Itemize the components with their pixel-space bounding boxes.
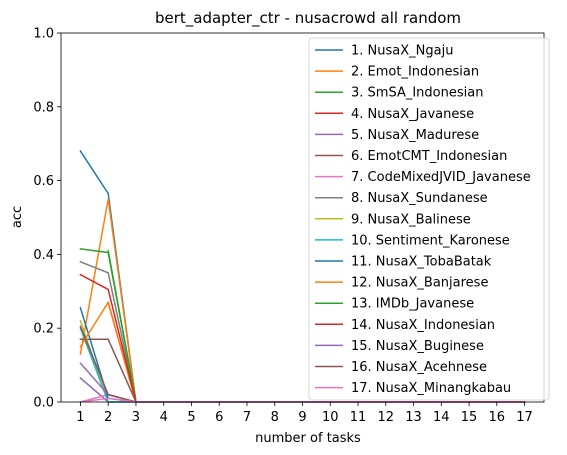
x-tick-label: 6	[215, 410, 223, 425]
legend-label: 5. NusaX_Madurese	[351, 128, 479, 143]
legend-label: 11. NusaX_TobaBatak	[351, 255, 492, 270]
chart-title: bert_adapter_ctr - nusacrowd all random	[155, 9, 461, 28]
legend-label: 12. NusaX_Banjarese	[351, 276, 488, 291]
legend-box	[308, 37, 550, 401]
y-axis-label: acc	[10, 206, 25, 228]
x-axis-label: number of tasks	[255, 431, 361, 446]
ticks-layer: 1 2 3 4 5 6 7 8 9 10 11 12 13 14 15 16 170.00.20.40.60.8…	[33, 27, 533, 426]
legend-label: 2. Emot_Indonesian	[351, 65, 479, 80]
legend-label: 15. NusaX_Buginese	[351, 339, 484, 354]
x-tick-label: 10	[322, 410, 339, 425]
x-tick-label: 13	[405, 410, 422, 425]
x-tick-label: 14	[433, 410, 450, 425]
x-tick-label: 11	[350, 410, 367, 425]
x-tick-label: 5	[187, 410, 195, 425]
x-tick-label: 3	[132, 410, 140, 425]
legend-label: 6. EmotCMT_Indonesian	[351, 149, 507, 164]
x-tick-label: 12	[378, 410, 395, 425]
x-tick-label: 9	[298, 410, 306, 425]
legend-label: 16. NusaX_Acehnese	[351, 360, 487, 375]
legend-label: 9. NusaX_Balinese	[351, 212, 471, 227]
x-tick-label: 17	[516, 410, 533, 425]
x-tick-label: 15	[461, 410, 478, 425]
y-tick-label: 0.2	[33, 322, 54, 337]
legend-label: 3. SmSA_Indonesian	[351, 86, 483, 101]
legend: 1. NusaX_Ngaju 2. Emot_Indonesian 3. SmSA_…	[308, 37, 550, 401]
legend-label: 17. NusaX_Minangkabau	[351, 381, 511, 396]
x-tick-label: 4	[160, 410, 168, 425]
x-tick-label: 2	[104, 410, 112, 425]
legend-label: 14. NusaX_Indonesian	[351, 318, 495, 333]
y-tick-label: 1.0	[33, 27, 54, 42]
x-tick-label: 7	[243, 410, 251, 425]
x-tick-label: 16	[489, 410, 506, 425]
legend-label: 13. IMDb_Javanese	[351, 297, 474, 312]
y-tick-label: 0.0	[33, 396, 54, 411]
y-tick-label: 0.6	[33, 174, 54, 189]
legend-label: 7. CodeMixedJVID_Javanese	[351, 170, 531, 185]
y-tick-label: 0.8	[33, 100, 54, 115]
legend-label: 1. NusaX_Ngaju	[351, 44, 453, 59]
y-tick-label: 0.4	[33, 248, 54, 263]
x-tick-label: 8	[271, 410, 279, 425]
legend-label: 8. NusaX_Sundanese	[351, 191, 488, 206]
legend-label: 4. NusaX_Javanese	[351, 107, 474, 122]
x-tick-label: 1	[76, 410, 84, 425]
legend-label: 10. Sentiment_Karonese	[351, 233, 510, 248]
